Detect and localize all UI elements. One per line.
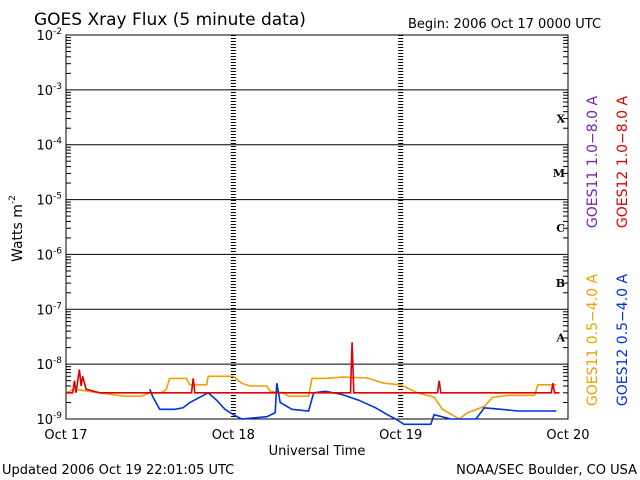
series-line [65, 375, 557, 420]
legend-entry: GOES11 0.5−4.0 A [585, 274, 601, 407]
y-tick-label: 10-9 [36, 411, 62, 428]
flare-class-label: M [553, 167, 565, 180]
x-tick-label: Oct 18 [212, 428, 255, 443]
legend-column: GOES11 0.5−4.0 A [585, 274, 601, 407]
series-line [148, 383, 557, 426]
day-dividers [230, 35, 404, 419]
y-tick-label: 10-8 [36, 356, 62, 373]
legend-column: GOES11 1.0−8.0 A [585, 96, 601, 229]
series-line [66, 342, 560, 394]
legend-entry: GOES12 1.0−8.0 A [615, 96, 631, 229]
legend-entry: GOES12 0.5−4.0 A [615, 274, 631, 407]
x-tick-label: Oct 19 [379, 428, 422, 443]
legend-lower: GOES11 0.5−4.0 A GOES12 0.5−4.0 A [585, 274, 631, 407]
y-tick-labels: 10-2 10-3 10-4 10-5 10-6 10-7 10-8 10-9 [36, 27, 62, 428]
data-series [65, 342, 560, 426]
flare-class-label: X [556, 112, 565, 125]
legend-entry: GOES11 1.0−8.0 A [585, 96, 601, 229]
y-axis-label: Watts m [10, 204, 26, 262]
legend-column: GOES12 1.0−8.0 A [615, 96, 631, 229]
x-tick-label: Oct 20 [546, 428, 589, 443]
x-axis-label: Universal Time [269, 444, 366, 459]
y-tick-label: 10-6 [36, 246, 62, 263]
flare-class-label: A [555, 332, 565, 345]
begin-label: Begin: 2006 Oct 17 0000 UTC [408, 17, 601, 32]
flare-class-label: C [556, 222, 565, 235]
y-tick-label: 10-2 [36, 27, 62, 44]
plot-frame [65, 34, 569, 420]
y-tick-label: 10-5 [36, 192, 62, 209]
credit-text: NOAA/SEC Boulder, CO USA [456, 463, 637, 478]
y-tick-label: 10-7 [36, 301, 62, 318]
flare-class-labels: X M C B A [553, 112, 566, 344]
flare-class-label: B [556, 277, 565, 290]
svg-text:Watts m-2: Watts m-2 [8, 195, 26, 262]
y-gridlines [66, 37, 568, 403]
x-tick-labels: Oct 17 Oct 18 Oct 19 Oct 20 [44, 428, 589, 443]
y-axis-label-sup: -2 [8, 195, 18, 204]
x-tick-label: Oct 17 [44, 428, 87, 443]
y-tick-label: 10-4 [36, 137, 62, 154]
y-tick-label: 10-3 [36, 82, 62, 99]
y-axis-title: Watts m-2 [8, 195, 26, 262]
legend-upper: GOES11 1.0−8.0 A GOES12 1.0−8.0 A [585, 96, 631, 229]
updated-text: Updated 2006 Oct 19 22:01:05 UTC [2, 463, 234, 478]
chart-title: GOES Xray Flux (5 minute data) [34, 10, 306, 30]
legend-column: GOES12 0.5−4.0 A [615, 274, 631, 407]
